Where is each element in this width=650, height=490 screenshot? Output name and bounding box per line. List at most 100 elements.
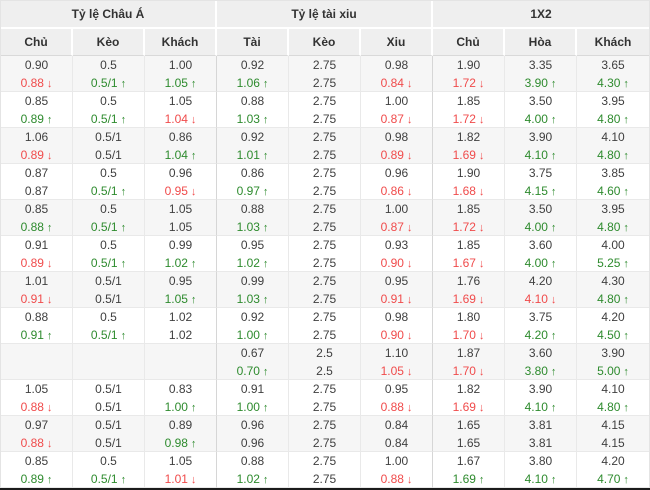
odds-cell: 0.83 [145,380,217,398]
odds-cell: 3.35 [505,56,577,74]
trend-down-icon: ↓ [46,293,53,306]
odds-cell: 1.00 [145,56,217,74]
odds-cell: 3.60 [505,344,577,362]
column-header-1x2-2: Khách [577,29,649,56]
odds-cell: 0.91 ↓ [1,290,73,308]
odds-value: 0.89 [20,255,44,270]
odds-cell: 1.02 ↑ [145,254,217,272]
odds-cell: 3.95 [577,92,649,110]
odds-cell: 0.91 ↓ [361,290,433,308]
odds-value: 2.75 [312,471,337,486]
odds-cell: 0.93 [361,236,433,254]
odds-value: 0.84 [384,435,409,450]
odds-value: 0.90 [380,327,404,342]
odds-value: 1.05 [168,219,193,234]
odds-cell: 2.75 [289,398,361,416]
odds-cell: 0.5 [73,92,145,110]
trend-down-icon: ↓ [46,257,53,270]
odds-cell: 0.92 [217,308,289,326]
odds-cell: 1.02 ↑ [217,254,289,272]
odds-value: 0.96 [240,435,265,450]
odds-cell: 0.5 [73,308,145,326]
trend-up-icon: ↑ [623,257,629,270]
odds-value: 1.65 [456,435,481,450]
odds-cell: 0.88 ↓ [361,398,433,416]
odds-cell: 0.88 ↑ [1,218,73,236]
odds-value: 1.69 [452,399,476,414]
odds-cell: 4.60 ↑ [577,182,649,200]
odds-cell [1,344,73,362]
trend-down-icon: ↓ [46,437,53,450]
trend-up-icon: ↑ [120,329,127,342]
odds-cell: 4.00 ↑ [505,110,577,128]
odds-cell: 1.70 ↓ [433,326,505,344]
odds-value: 1.00 [236,399,260,414]
odds-cell: 0.89 ↓ [1,146,73,164]
odds-cell: 0.99 [217,272,289,290]
odds-cell: 0.99 [145,236,217,254]
trend-up-icon: ↑ [550,113,557,126]
odds-cell: 0.5/1 ↑ [73,254,145,272]
odds-cell: 0.5/1 [73,290,145,308]
odds-value: 2.75 [312,327,337,342]
odds-value: 1.01 [164,471,188,486]
odds-cell: 0.84 [361,416,433,434]
odds-cell: 1.82 [433,380,505,398]
odds-cell: 0.86 ↓ [361,182,433,200]
odds-cell [73,344,145,362]
odds-row-line2: 0.89 ↑ 0.5/1 ↑ 1.04 ↓ 1.03 ↑ 2.75 0.87 ↓ 1.72 ↓ 4.00 ↑… [1,110,649,128]
odds-value: 1.72 [452,75,476,90]
trend-up-icon: ↑ [190,401,197,414]
odds-cell: 4.00 [577,236,649,254]
odds-value: 1.69 [452,471,476,486]
odds-cell [73,362,145,380]
odds-value: 0.91 [380,291,404,306]
trend-up-icon: ↑ [262,293,269,306]
odds-cell: 1.10 [361,344,433,362]
column-header-over-under-1: Kèo [289,29,361,56]
odds-value: 0.88 [20,219,44,234]
odds-value: 4.80 [597,219,621,234]
odds-cell: 2.75 [289,434,361,452]
odds-value: 4.50 [597,327,621,342]
odds-row-line2: 0.89 ↓ 0.5/1 ↑ 1.02 ↑ 1.02 ↑ 2.75 0.90 ↓ 1.67 ↓ 4.00 ↑… [1,254,649,272]
trend-down-icon: ↓ [406,185,413,198]
odds-cell: 2.75 [289,452,361,470]
odds-value: 0.5/1 [95,435,122,450]
odds-cell: 0.91 [217,380,289,398]
odds-value: 1.70 [452,363,476,378]
odds-value: 1.02 [168,327,193,342]
odds-value: 0.97 [236,183,260,198]
odds-cell: 4.10 ↑ [505,146,577,164]
column-header-1x2-1: Hòa [505,29,577,56]
odds-row-line1: 0.87 0.5 0.96 0.86 2.75 0.96 1.90 3.75 3.85 [1,164,649,182]
trend-down-icon: ↓ [406,329,413,342]
odds-cell: 2.75 [289,146,361,164]
odds-value: 4.30 [597,75,621,90]
odds-value: 0.89 [20,111,44,126]
odds-cell: 1.85 [433,92,505,110]
odds-value: 4.10 [524,147,548,162]
odds-cell: 0.97 ↑ [217,182,289,200]
odds-row-line2: 0.88 ↑ 0.5/1 ↑ 1.05 1.03 ↑ 2.75 0.87 ↓ 1.72 ↓ 4.00 ↑ 4… [1,218,649,236]
odds-value: 1.01 [236,147,260,162]
odds-cell: 1.90 [433,164,505,182]
odds-cell: 0.97 [1,416,73,434]
trend-up-icon: ↑ [623,401,629,414]
odds-cell: 1.85 [433,236,505,254]
odds-table-body: 0.90 0.5 1.00 0.92 2.75 0.98 1.90 3.35 3.65 0.88 ↓… [1,56,649,488]
odds-value: 3.80 [524,363,548,378]
trend-up-icon: ↑ [120,185,127,198]
odds-row-line2: 0.91 ↑ 0.5/1 ↑ 1.02 1.00 ↑ 2.75 0.90 ↓ 1.70 ↓ 4.20 ↑ 4… [1,326,649,344]
odds-cell: 4.80 ↑ [577,110,649,128]
odds-value: 0.88 [20,435,44,450]
trend-down-icon: ↓ [406,113,413,126]
group-header-over-under: Tỷ lệ tài xiu [217,1,433,29]
trend-up-icon: ↑ [262,149,269,162]
odds-cell: 0.92 [217,128,289,146]
odds-value: 0.91 [20,327,44,342]
trend-up-icon: ↑ [623,365,629,378]
trend-up-icon: ↑ [46,329,53,342]
trend-up-icon: ↑ [262,77,269,90]
